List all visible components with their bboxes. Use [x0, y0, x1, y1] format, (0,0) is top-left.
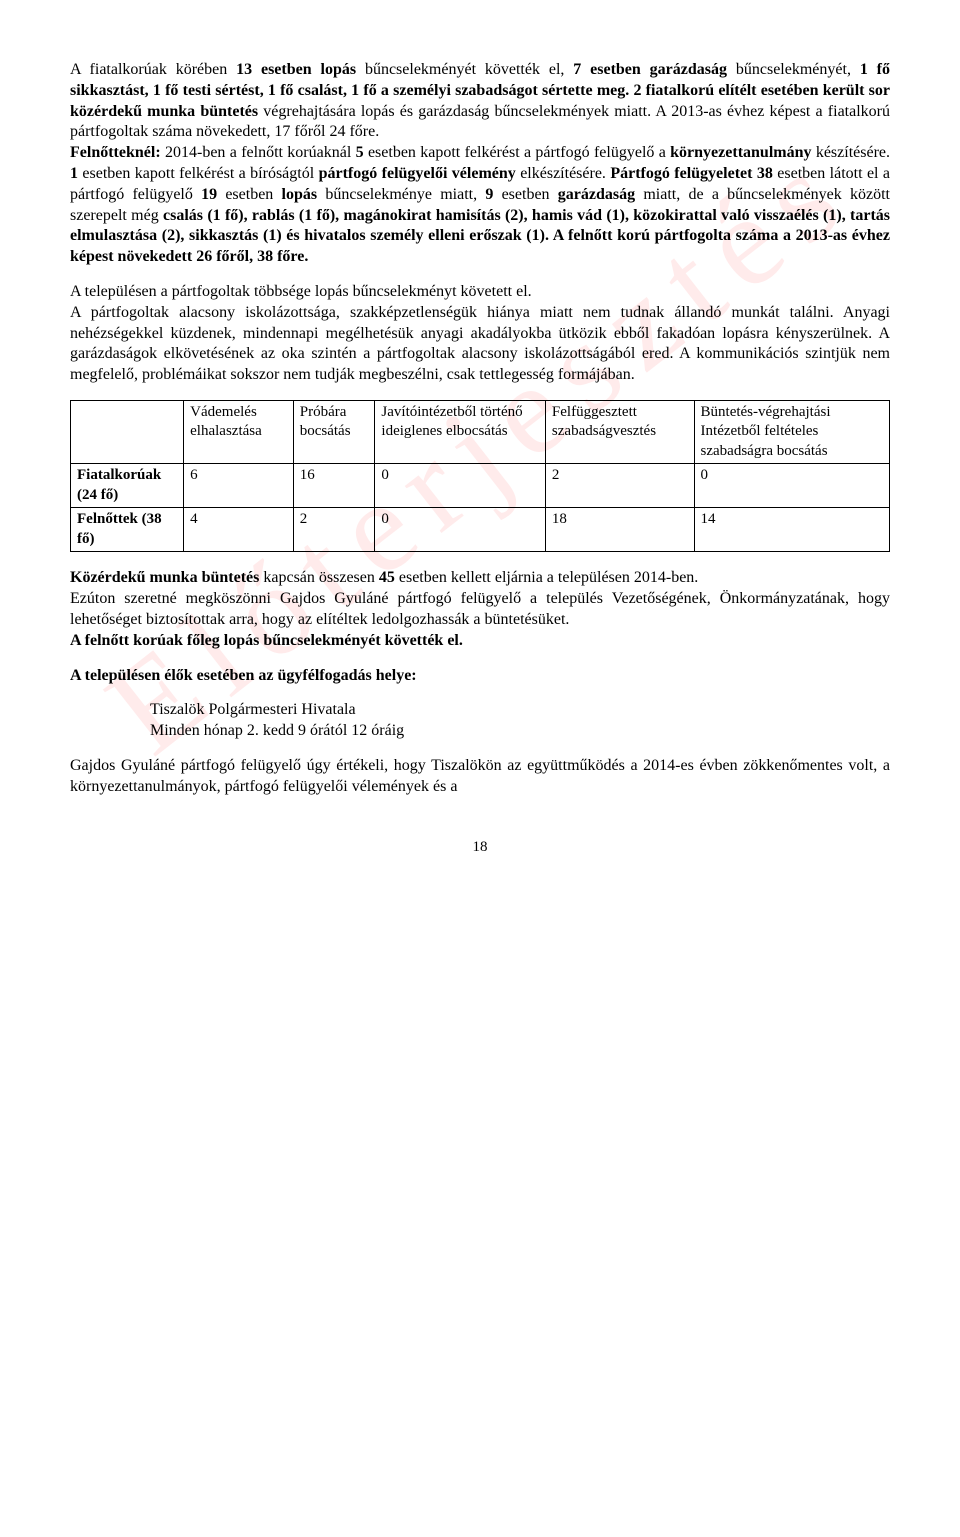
text: esetben [493, 186, 557, 203]
text-bold: 19 [201, 186, 217, 203]
text: esetben kellett eljárnia a településen 2… [399, 569, 698, 586]
text-bold: pártfogó felügyelői vélemény [319, 165, 516, 182]
table-header: Vádemelés elhalasztása [184, 400, 294, 464]
table-cell: 14 [694, 508, 889, 552]
sentencing-table: Vádemelés elhalasztása Próbára bocsátás … [70, 400, 890, 553]
table-cell: 16 [293, 464, 375, 508]
text-bold: 1 [70, 165, 78, 182]
text: esetben kapott felkérést a pártfogó felü… [364, 144, 671, 161]
table-cell: 0 [375, 508, 546, 552]
location-block: Tiszalök Polgármesteri Hivatala Minden h… [150, 700, 890, 742]
paragraph-4: Gajdos Gyuláné pártfogó felügyelő úgy ér… [70, 756, 890, 798]
text: A fiatalkorúak körében [70, 61, 236, 78]
text: bűncselekményét követték el, [356, 61, 573, 78]
table-row: Felnőttek (38 fő) 4 2 0 18 14 [71, 508, 890, 552]
text-bold: csalás (1 fő), rablás (1 fő), magánokira… [70, 207, 890, 266]
text-bold: 45 [379, 569, 399, 586]
table-cell: 6 [184, 464, 294, 508]
text-bold: garázdaság [558, 186, 635, 203]
table-cell: 4 [184, 508, 294, 552]
text: esetben [217, 186, 281, 203]
text: 2014-ben a felnőtt korúaknál [161, 144, 356, 161]
location-heading: A településen élők esetében az ügyfélfog… [70, 666, 890, 687]
table-header: Büntetés-végrehajtási Intézetből feltéte… [694, 400, 889, 464]
page-number: 18 [70, 838, 890, 858]
table-cell: 2 [545, 464, 694, 508]
location-line: Tiszalök Polgármesteri Hivatala [150, 701, 356, 718]
text: A pártfogoltak alacsony iskolázottsága, … [70, 304, 890, 383]
text-bold: 13 esetben lopás [236, 61, 356, 78]
text: Ezúton szeretné megköszönni Gajdos Gyulá… [70, 590, 890, 628]
row-label: Fiatalkorúak (24 fő) [71, 464, 184, 508]
text: kapcsán összesen [263, 569, 379, 586]
text: készítésére. [811, 144, 890, 161]
text: A településen a pártfogoltak többsége lo… [70, 283, 532, 300]
text-bold: Pártfogó felügyeletet 38 [610, 165, 773, 182]
paragraph-2: A településen a pártfogoltak többsége lo… [70, 282, 890, 386]
text: elkészítésére. [516, 165, 611, 182]
text-bold: Felnőtteknél: [70, 144, 161, 161]
location-line: Minden hónap 2. kedd 9 órától 12 óráig [150, 722, 404, 739]
text: esetben kapott felkérést a bíróságtól [78, 165, 319, 182]
table-cell: 0 [694, 464, 889, 508]
text-bold: A felnőtt korúak főleg lopás bűncselekmé… [70, 632, 463, 649]
table-header: Felfüggesztett szabadságvesztés [545, 400, 694, 464]
table-row: Fiatalkorúak (24 fő) 6 16 0 2 0 [71, 464, 890, 508]
text-bold: 7 esetben garázdaság [573, 61, 727, 78]
table-header-row: Vádemelés elhalasztása Próbára bocsátás … [71, 400, 890, 464]
paragraph-3: Közérdekű munka büntetés kapcsán összese… [70, 568, 890, 651]
table-header [71, 400, 184, 464]
text-bold: lopás [282, 186, 318, 203]
table-header: Próbára bocsátás [293, 400, 375, 464]
text: bűncselekménye miatt, [317, 186, 485, 203]
table-cell: 0 [375, 464, 546, 508]
table-cell: 18 [545, 508, 694, 552]
table-header: Javítóintézetből történő ideiglenes elbo… [375, 400, 546, 464]
text-bold: környezettanulmány [670, 144, 811, 161]
text-bold: 5 [356, 144, 364, 161]
paragraph-1: A fiatalkorúak körében 13 esetben lopás … [70, 60, 890, 268]
row-label: Felnőttek (38 fő) [71, 508, 184, 552]
text: bűncselekményét, [727, 61, 860, 78]
page-content: A fiatalkorúak körében 13 esetben lopás … [70, 60, 890, 857]
text-bold: Közérdekű munka büntetés [70, 569, 263, 586]
table-cell: 2 [293, 508, 375, 552]
